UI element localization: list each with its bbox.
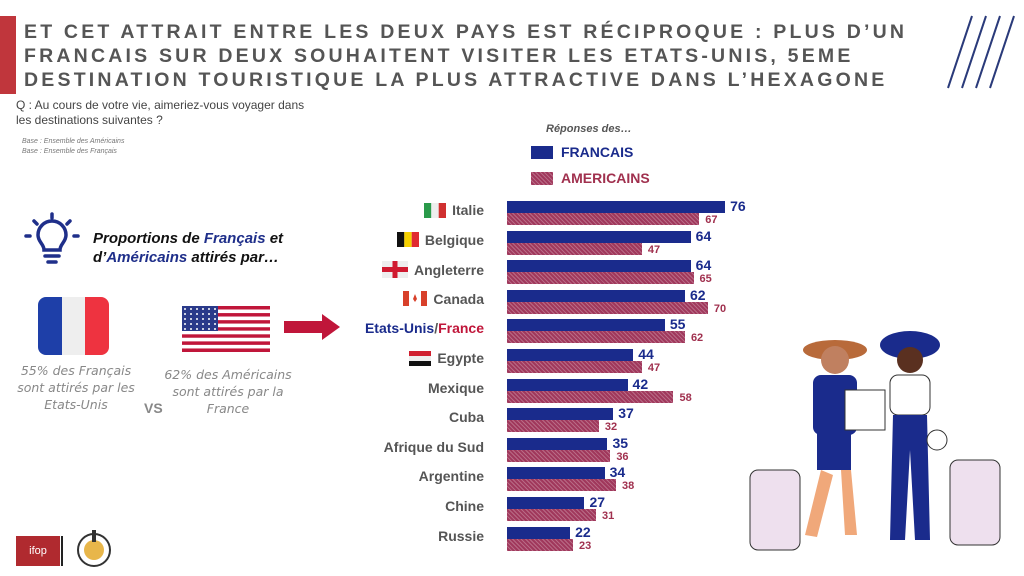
value-label-francais: 35 bbox=[612, 434, 629, 451]
bar-americains bbox=[507, 242, 642, 255]
bar-americains bbox=[507, 509, 596, 521]
value-label-americains: 67 bbox=[705, 214, 718, 226]
legend-swatch bbox=[531, 145, 553, 159]
bar-francais bbox=[507, 526, 571, 539]
page-title: ET CET ATTRAIT ENTRE LES DEUX PAYS EST R… bbox=[24, 21, 908, 91]
bar-francais bbox=[507, 349, 634, 361]
value-label-francais: 64 bbox=[695, 227, 712, 244]
belgium-flag-icon bbox=[396, 232, 419, 248]
bar-francais bbox=[507, 408, 614, 421]
bar-francais bbox=[507, 319, 665, 332]
base-note: Base : Ensemble des Français bbox=[22, 148, 117, 155]
question: Q : Au cours de votre vie, aimeriez-vous… bbox=[16, 98, 305, 127]
ifop-logo: ifop bbox=[16, 536, 60, 566]
callout-text: Proportions de Français et d’Américains … bbox=[93, 230, 284, 266]
value-label-americains: 36 bbox=[616, 450, 629, 463]
usa-flag bbox=[182, 306, 270, 352]
value-label-francais: 22 bbox=[575, 523, 591, 540]
egypt-flag-icon bbox=[409, 350, 432, 366]
category-label: Italie bbox=[424, 202, 484, 218]
value-label-americains: 32 bbox=[604, 421, 618, 434]
category-label: Etats-Unis/France bbox=[364, 320, 484, 337]
legend-label: AMERICAINS bbox=[561, 170, 650, 186]
value-label-francais: 34 bbox=[609, 464, 626, 481]
bar-americains bbox=[507, 272, 694, 285]
bar-americains bbox=[507, 420, 599, 433]
accent-bar bbox=[0, 16, 16, 94]
bar-francais bbox=[507, 260, 691, 273]
category-label: Afrique du Sud bbox=[383, 438, 484, 455]
base-note: Base : Ensemble des Américains bbox=[22, 138, 125, 145]
france-flag bbox=[38, 297, 109, 355]
value-label-americains: 38 bbox=[622, 480, 635, 493]
value-label-americains: 62 bbox=[690, 332, 704, 345]
legend-title: Réponses des… bbox=[546, 123, 632, 135]
legend-label: FRANCAIS bbox=[561, 144, 634, 160]
bar-americains bbox=[507, 449, 611, 462]
bar-francais bbox=[507, 497, 585, 509]
bar-francais bbox=[507, 467, 605, 480]
lightbulb-icon bbox=[24, 212, 80, 264]
value-label-americains: 31 bbox=[601, 510, 615, 522]
arrow-right-icon bbox=[284, 314, 340, 340]
value-label-francais: 62 bbox=[689, 286, 706, 303]
bar-francais bbox=[507, 437, 608, 450]
category-label: Angleterre bbox=[381, 261, 484, 279]
legend-item-americains: AMERICAINS bbox=[531, 170, 650, 186]
category-label: Russie bbox=[438, 527, 484, 544]
value-label-francais: 64 bbox=[695, 257, 712, 274]
bar-americains bbox=[507, 301, 708, 314]
bar-americains bbox=[507, 361, 642, 373]
bar-americains bbox=[507, 390, 674, 403]
legend-swatch bbox=[531, 171, 553, 185]
canada-flag-icon bbox=[403, 291, 428, 307]
italy-flag-icon bbox=[424, 202, 447, 218]
bar-americains bbox=[507, 479, 617, 492]
category-label: Argentine bbox=[418, 468, 484, 485]
legend-item-francais: FRANCAIS bbox=[531, 144, 633, 160]
category-label: Egypte bbox=[409, 350, 484, 366]
bar-americains bbox=[507, 331, 685, 344]
decorative-lines-icon bbox=[947, 15, 1015, 89]
france-caption: 55% des Français sont attirés par les Et… bbox=[17, 363, 135, 412]
value-label-americains: 70 bbox=[713, 302, 727, 315]
usa-caption: 62% des Américains sont attirés par la F… bbox=[164, 367, 292, 416]
value-label-francais: 27 bbox=[589, 494, 606, 510]
value-label-americains: 23 bbox=[579, 539, 592, 552]
england-flag-icon bbox=[381, 261, 408, 279]
category-label: Chine bbox=[445, 498, 484, 514]
vs-label: VS bbox=[144, 400, 163, 416]
value-label-francais: 55 bbox=[669, 316, 686, 333]
bar-americains bbox=[507, 538, 573, 551]
bar-francais bbox=[507, 289, 685, 302]
value-label-francais: 42 bbox=[632, 375, 649, 392]
value-label-francais: 76 bbox=[730, 198, 746, 214]
bar-francais bbox=[507, 230, 691, 243]
value-label-americains: 47 bbox=[647, 243, 661, 256]
value-label-americains: 47 bbox=[647, 362, 661, 374]
value-label-americains: 65 bbox=[699, 273, 712, 286]
bar-francais bbox=[507, 201, 726, 213]
category-label: Canada bbox=[403, 291, 484, 307]
value-label-francais: 37 bbox=[618, 405, 634, 422]
bar-francais bbox=[507, 378, 628, 391]
category-label: Cuba bbox=[449, 409, 484, 426]
category-label: Belgique bbox=[396, 232, 484, 248]
travelers-illustration bbox=[749, 331, 1001, 551]
partner-logo bbox=[77, 530, 111, 567]
value-label-americains: 58 bbox=[679, 391, 692, 404]
value-label-francais: 44 bbox=[638, 346, 654, 362]
logo-divider bbox=[61, 536, 63, 566]
category-label: Mexique bbox=[427, 379, 484, 396]
bar-americains bbox=[507, 213, 700, 225]
